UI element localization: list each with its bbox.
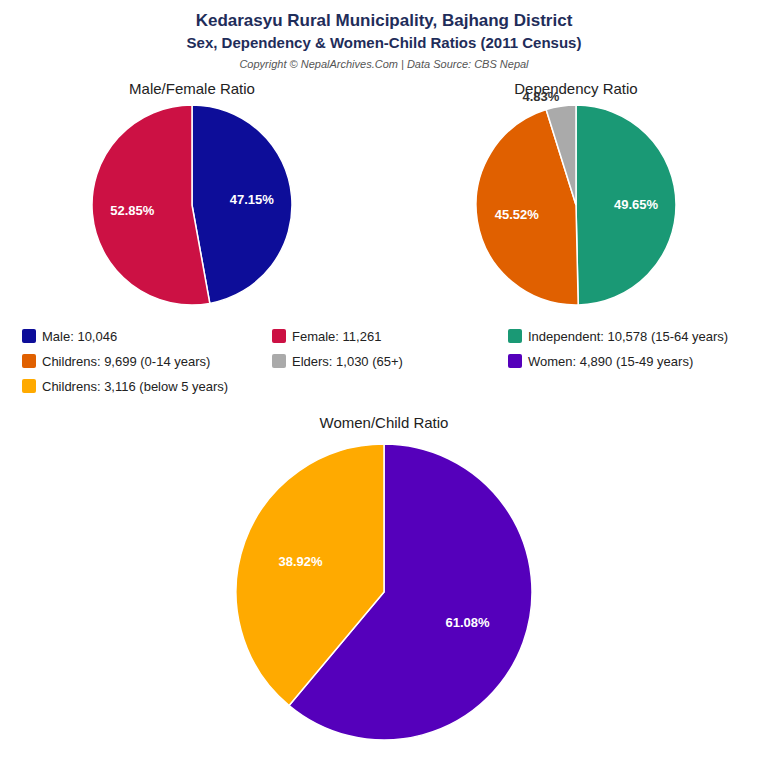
legend-swatch bbox=[272, 329, 286, 343]
legend-label: Childrens: 9,699 (0-14 years) bbox=[42, 354, 210, 369]
legend-swatch bbox=[22, 379, 36, 393]
pie-slice bbox=[576, 105, 676, 305]
data-labels: 47.15% 52.85% bbox=[110, 192, 274, 218]
legend-swatch bbox=[22, 354, 36, 368]
legend-swatch bbox=[272, 354, 286, 368]
slices bbox=[92, 105, 292, 305]
pie-slice bbox=[92, 105, 210, 305]
legend-swatch bbox=[508, 354, 522, 368]
legend-swatch bbox=[508, 329, 522, 343]
legend-item: Male: 10,046 bbox=[22, 329, 117, 344]
page: {"title": "Kedarasyu Rural Municipality,… bbox=[0, 0, 768, 768]
title: Kedarasyu Rural Municipality, Bajhang Di… bbox=[196, 11, 573, 30]
legend-item: Childrens: 3,116 (below 5 years) bbox=[22, 379, 228, 394]
pie-slice bbox=[546, 105, 576, 205]
subtitle: Sex, Dependency & Women-Child Ratios (20… bbox=[187, 34, 582, 51]
legend-item: Female: 11,261 bbox=[272, 329, 381, 344]
pie-slice bbox=[192, 105, 292, 303]
slices bbox=[476, 105, 676, 305]
legend-label: Women: 4,890 (15-49 years) bbox=[528, 354, 693, 369]
data-labels: 49.65% 45.52% 4.83% bbox=[495, 89, 659, 222]
chart-title: Women/Child Ratio bbox=[320, 414, 449, 431]
legend-label: Childrens: 3,116 (below 5 years) bbox=[42, 379, 228, 394]
legend-item: Women: 4,890 (15-49 years) bbox=[508, 354, 693, 369]
chart-title: Male/Female Ratio bbox=[129, 80, 255, 97]
legend-swatch bbox=[22, 329, 36, 343]
data-label: 47.15% bbox=[230, 192, 275, 207]
legend-label: Female: 11,261 bbox=[292, 329, 381, 344]
pie-chart: Male/Female Ratio 47.15% 52.85% bbox=[92, 80, 292, 305]
slices bbox=[236, 444, 532, 740]
background bbox=[0, 0, 768, 768]
data-label: 4.83% bbox=[522, 89, 559, 104]
legend: Male: 10,046 Female: 11,261 Independent: 1… bbox=[22, 329, 728, 394]
legend-label: Independent: 10,578 (15-64 years) bbox=[528, 329, 728, 344]
figure: Kedarasyu Rural Municipality, Bajhang Di… bbox=[0, 0, 768, 768]
data-label: 45.52% bbox=[495, 207, 540, 222]
legend-item: Independent: 10,578 (15-64 years) bbox=[508, 329, 728, 344]
legend-label: Elders: 1,030 (65+) bbox=[292, 354, 403, 369]
data-label: 61.08% bbox=[445, 615, 490, 630]
data-label: 38.92% bbox=[278, 554, 323, 569]
pie-chart: Dependency Ratio49.65%45.52%4.83% bbox=[476, 80, 676, 305]
legend-label: Male: 10,046 bbox=[42, 329, 117, 344]
data-labels: 61.08% 38.92% bbox=[278, 554, 489, 630]
pie-slice bbox=[236, 444, 384, 706]
legend-item: Elders: 1,030 (65+) bbox=[272, 354, 403, 369]
data-label: 49.65% bbox=[614, 197, 659, 212]
legend-item: Childrens: 9,699 (0-14 years) bbox=[22, 354, 210, 369]
pie-chart: Women/Child Ratio 61.08% 38.92% bbox=[236, 414, 532, 740]
data-label: 52.85% bbox=[110, 203, 155, 218]
annotation: Copyright © NepalArchives.Com | Data Sou… bbox=[239, 58, 529, 70]
